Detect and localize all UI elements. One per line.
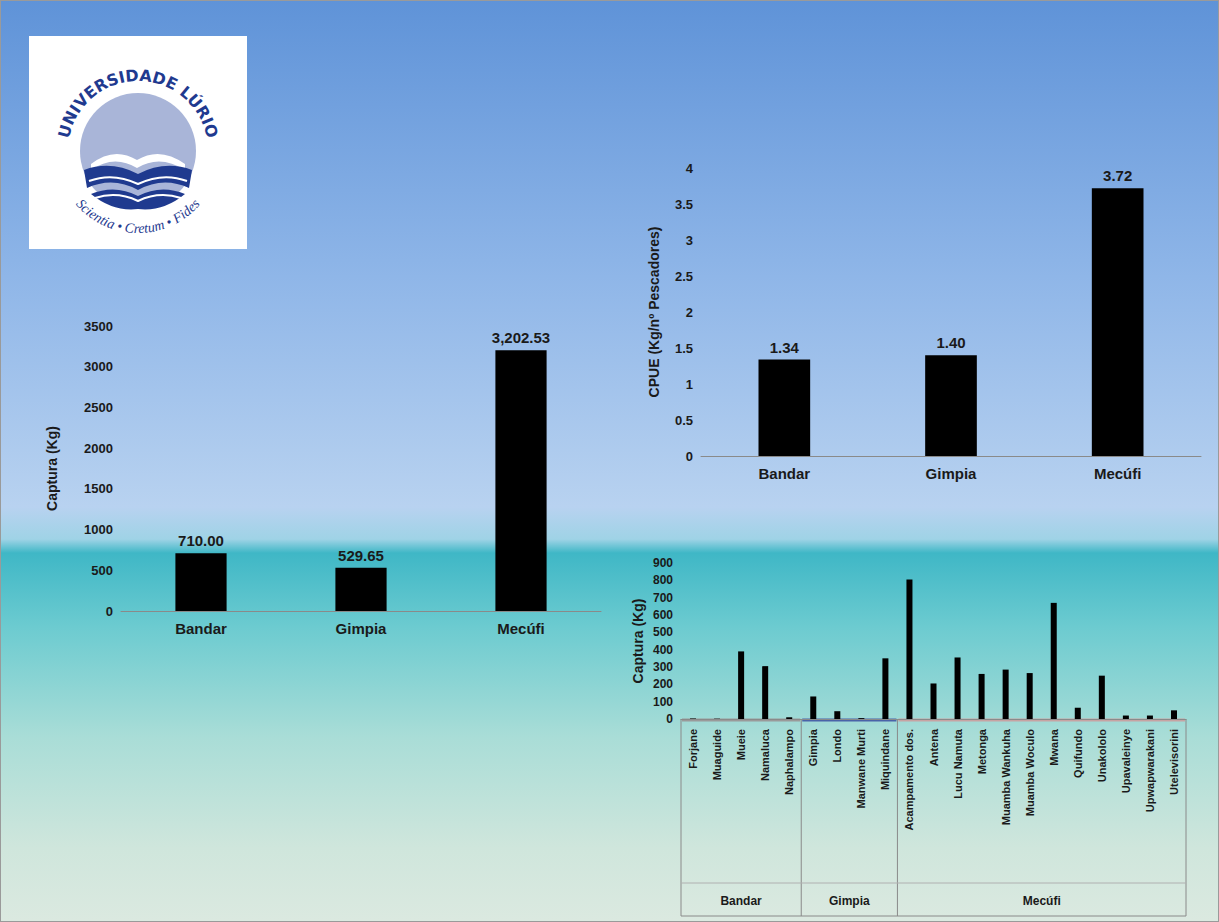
- svg-text:3.5: 3.5: [675, 197, 693, 212]
- svg-text:Muamba Wankuha: Muamba Wankuha: [1000, 728, 1012, 825]
- svg-text:100: 100: [653, 695, 673, 709]
- svg-text:Mwana: Mwana: [1048, 728, 1060, 766]
- svg-text:Gimpia: Gimpia: [336, 620, 388, 637]
- svg-text:Naphalampo: Naphalampo: [783, 729, 795, 795]
- svg-text:Gimpia: Gimpia: [829, 894, 870, 908]
- svg-text:Upavaleinye: Upavaleinye: [1120, 729, 1132, 793]
- svg-text:1.5: 1.5: [675, 341, 693, 356]
- svg-text:Lucu Namuta: Lucu Namuta: [952, 728, 964, 799]
- svg-text:Gimpia: Gimpia: [807, 728, 819, 766]
- svg-text:Gimpia: Gimpia: [926, 465, 978, 482]
- svg-text:200: 200: [653, 677, 673, 691]
- svg-text:710.00: 710.00: [178, 532, 224, 549]
- svg-text:Mueie: Mueie: [735, 729, 747, 760]
- svg-text:Quifundo: Quifundo: [1072, 729, 1084, 778]
- svg-text:1.34: 1.34: [770, 339, 800, 356]
- svg-text:2: 2: [686, 305, 693, 320]
- svg-text:800: 800: [653, 573, 673, 587]
- svg-text:Muamba Woculo: Muamba Woculo: [1024, 729, 1036, 816]
- svg-text:400: 400: [653, 643, 673, 657]
- svg-text:Upwapwarakani: Upwapwarakani: [1144, 729, 1156, 812]
- svg-text:Acampamento dos.: Acampamento dos.: [903, 729, 915, 830]
- svg-text:Captura (Kg): Captura (Kg): [630, 599, 646, 684]
- svg-text:1: 1: [686, 377, 693, 392]
- svg-text:529.65: 529.65: [338, 547, 384, 564]
- svg-text:500: 500: [91, 563, 113, 578]
- svg-text:Mecúfi: Mecúfi: [1023, 894, 1061, 908]
- svg-text:3500: 3500: [84, 319, 113, 334]
- svg-text:Bandar: Bandar: [758, 465, 810, 482]
- svg-text:Bandar: Bandar: [720, 894, 762, 908]
- svg-text:Scientia • Cretum • Fides: Scientia • Cretum • Fides: [73, 196, 203, 236]
- svg-text:3.72: 3.72: [1103, 167, 1132, 184]
- svg-text:600: 600: [653, 608, 673, 622]
- svg-text:0: 0: [686, 449, 693, 464]
- svg-text:2500: 2500: [84, 400, 113, 415]
- svg-text:1500: 1500: [84, 481, 113, 496]
- svg-text:Bandar: Bandar: [175, 620, 227, 637]
- svg-text:3,202.53: 3,202.53: [492, 329, 550, 346]
- svg-text:Antena: Antena: [928, 728, 940, 766]
- svg-text:CPUE (Kg/nº Pescadores): CPUE (Kg/nº Pescadores): [646, 227, 662, 398]
- svg-text:Forjane: Forjane: [687, 729, 699, 769]
- svg-text:300: 300: [653, 660, 673, 674]
- svg-text:1.40: 1.40: [936, 334, 965, 351]
- svg-text:3000: 3000: [84, 359, 113, 374]
- svg-text:Londo: Londo: [831, 729, 843, 763]
- svg-text:Utelevisorini: Utelevisorini: [1168, 729, 1180, 795]
- svg-text:4: 4: [686, 161, 694, 176]
- svg-text:900: 900: [653, 556, 673, 570]
- svg-text:0.5: 0.5: [675, 413, 693, 428]
- svg-text:0: 0: [106, 604, 113, 619]
- svg-text:2.5: 2.5: [675, 269, 693, 284]
- svg-text:UNIVERSIDADE LÚRIO: UNIVERSIDADE LÚRIO: [54, 66, 222, 140]
- svg-text:Captura (Kg): Captura (Kg): [44, 426, 60, 511]
- svg-text:Muaguide: Muaguide: [711, 729, 723, 780]
- svg-text:Miquindane: Miquindane: [879, 729, 891, 790]
- svg-text:0: 0: [666, 712, 673, 726]
- svg-text:1000: 1000: [84, 522, 113, 537]
- svg-text:500: 500: [653, 625, 673, 639]
- svg-text:2000: 2000: [84, 441, 113, 456]
- svg-text:Manwane Murti: Manwane Murti: [855, 729, 867, 808]
- svg-text:Unakololo: Unakololo: [1096, 729, 1108, 782]
- svg-text:Mecúfi: Mecúfi: [1094, 465, 1142, 482]
- svg-text:700: 700: [653, 591, 673, 605]
- svg-text:Namaluca: Namaluca: [759, 728, 771, 781]
- svg-text:Metonga: Metonga: [976, 728, 988, 774]
- svg-text:3: 3: [686, 233, 693, 248]
- svg-text:Mecúfi: Mecúfi: [497, 620, 545, 637]
